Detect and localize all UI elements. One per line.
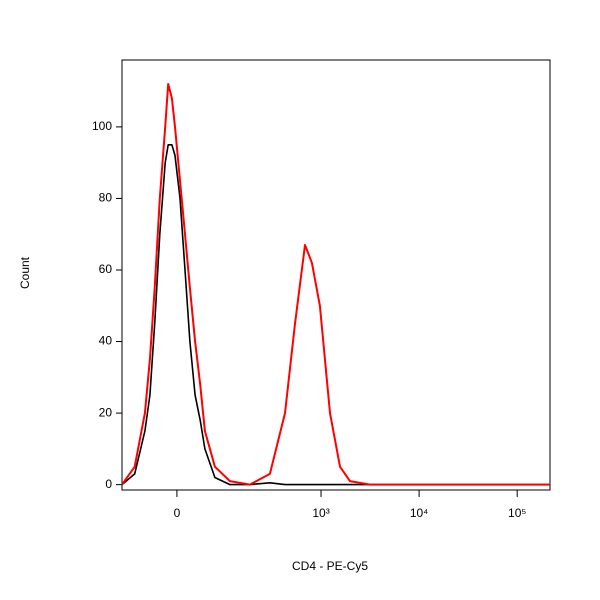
x-tick-label: 0 <box>174 506 181 520</box>
y-tick-label: 60 <box>99 262 113 276</box>
x-tick-label: 10⁵ <box>508 506 526 520</box>
x-tick-label: 10⁴ <box>410 506 429 520</box>
y-tick-label: 20 <box>99 405 113 419</box>
x-tick-label: 10³ <box>312 506 329 520</box>
y-tick-label: 0 <box>105 477 112 491</box>
histogram-line <box>121 144 550 486</box>
plot-frame <box>121 59 551 491</box>
y-tick-label: 100 <box>92 119 112 133</box>
histogram-line <box>121 83 550 486</box>
y-axis-label: Count <box>18 256 32 289</box>
y-tick-label: 40 <box>99 334 113 348</box>
y-tick-label: 80 <box>99 191 113 205</box>
x-axis-label: CD4 - PE-Cy5 <box>292 559 368 573</box>
